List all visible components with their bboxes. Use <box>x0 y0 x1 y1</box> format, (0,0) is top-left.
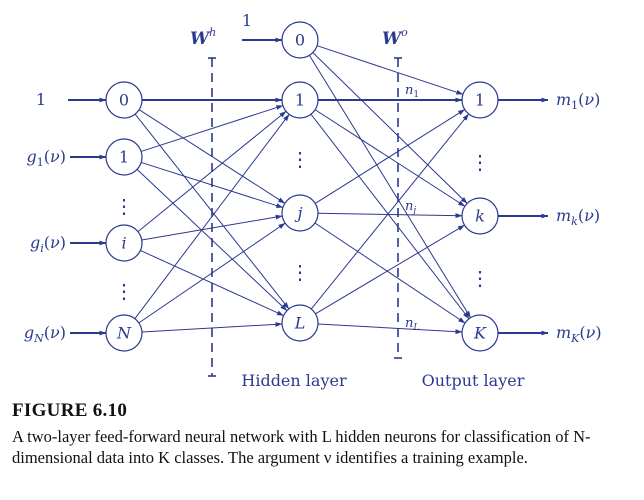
output-layer-label: Output layer <box>422 371 525 390</box>
output-ellipsis-upper: ⋮ <box>470 150 490 174</box>
input-neuron-in0: 0 <box>105 81 143 119</box>
output-weights-separator <box>394 57 402 359</box>
connection-hL-ok <box>315 224 465 315</box>
network-diagram: 0 1 i N 0 1 j L 1 k K ⋮ ⋮ ⋮ ⋮ ⋮ ⋮ 1 g1(ν) gi(ν) gN(ν) 1 Wh Wo n… <box>24 11 602 390</box>
output-neuron-o1-label: 1 <box>475 91 485 110</box>
figure-title: FIGURE 6.10 <box>12 400 128 421</box>
connection-h1-ok <box>314 109 466 207</box>
net-label-oK: nL <box>405 316 419 333</box>
output-ellipsis-lower: ⋮ <box>470 266 490 290</box>
connection-h0-ok <box>312 52 468 204</box>
hidden-ellipsis-upper: ⋮ <box>290 147 310 171</box>
output-label-o1: m1(ν) <box>556 90 600 112</box>
output-neuron-o1: 1 <box>461 81 499 119</box>
output-neuron-ok: k <box>461 197 499 235</box>
input-label-in1: g1(ν) <box>27 147 66 169</box>
hidden-ellipsis-lower: ⋮ <box>290 260 310 284</box>
output-weights-label: Wo <box>382 26 408 49</box>
connection-hj-o1 <box>314 109 466 204</box>
input-neuron-ini: i <box>105 224 143 262</box>
input-neuron-in0-label: 0 <box>119 91 129 110</box>
hidden-neuron-h0-label: 0 <box>295 31 305 50</box>
input-label-ini: gi(ν) <box>30 233 66 255</box>
hidden-neuron-hL-label: L <box>294 314 306 333</box>
net-label-ok: nj <box>405 199 416 216</box>
weight-separators <box>208 57 402 377</box>
input-label-inN: gN(ν) <box>24 323 66 345</box>
connection-in1-h1 <box>140 105 284 152</box>
output-neuron-oK: K <box>461 314 499 352</box>
input-neuron-ini-label: i <box>121 234 126 253</box>
figure-caption: A two-layer feed-forward neural network … <box>12 427 591 467</box>
hidden-neuron-hj-label: j <box>295 204 303 223</box>
input-ellipsis-upper: ⋮ <box>114 194 134 218</box>
hidden-bias-label: 1 <box>242 11 252 30</box>
input-neuron-in1-label: 1 <box>119 148 129 167</box>
connection-hj-oK <box>314 222 466 324</box>
output-neuron-ok-label: k <box>475 207 485 226</box>
connection-h1-oK <box>310 113 470 320</box>
connection-hL-oK <box>317 323 463 335</box>
hidden-neuron-h1-label: 1 <box>295 91 305 110</box>
hidden-neuron-h0: 0 <box>281 21 319 59</box>
hidden-neuron-h1: 1 <box>281 81 319 119</box>
hidden-weights-separator <box>208 57 216 377</box>
hidden-weights-label: Wh <box>190 26 216 49</box>
neurons-layer: 0 1 i N 0 1 j L 1 k K <box>105 21 499 352</box>
input-neuron-inN-label: N <box>116 324 132 343</box>
output-label-oK: mK(ν) <box>556 323 602 345</box>
output-label-ok: mk(ν) <box>556 206 600 228</box>
connection-hj-ok <box>317 212 463 219</box>
hidden-neuron-hL: L <box>281 304 319 342</box>
output-neuron-oK-label: K <box>473 324 487 343</box>
labels-layer: ⋮ ⋮ ⋮ ⋮ ⋮ ⋮ 1 g1(ν) gi(ν) gN(ν) 1 Wh Wo n1 nj nL m1(ν) mk… <box>24 11 602 390</box>
hidden-layer-label: Hidden layer <box>241 371 347 390</box>
input-neuron-inN: N <box>105 314 143 352</box>
input-label-in0: 1 <box>36 90 46 109</box>
connections-layer <box>68 37 549 336</box>
input-ellipsis-lower: ⋮ <box>114 279 134 303</box>
connection-h0-oK <box>308 55 472 318</box>
connection-hL-o1 <box>310 113 470 310</box>
hidden-neuron-hj: j <box>281 194 319 232</box>
net-label-o1: n1 <box>405 83 419 100</box>
input-neuron-in1: 1 <box>105 138 143 176</box>
connection-h0-o1 <box>316 45 464 95</box>
